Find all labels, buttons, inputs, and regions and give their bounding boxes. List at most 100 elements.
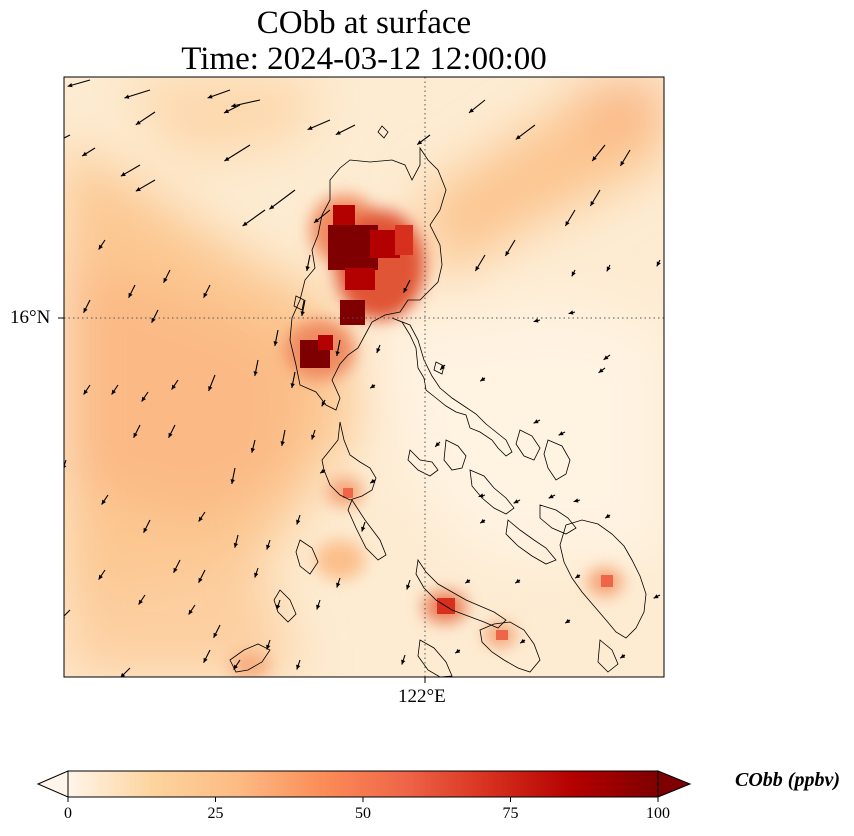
colorbar-extend-max xyxy=(657,770,692,798)
wind-arrow xyxy=(296,514,301,525)
wind-arrow xyxy=(319,468,326,474)
wind-arrow xyxy=(98,239,106,250)
wind-arrow xyxy=(203,284,211,299)
colorbar-tick-label: 50 xyxy=(355,805,371,822)
wind-arrow xyxy=(163,269,171,284)
wind-arrow xyxy=(233,534,239,548)
wind-arrow xyxy=(589,189,601,207)
wind-arrow xyxy=(242,209,266,227)
wind-arrow xyxy=(64,134,71,139)
wind-arrow xyxy=(533,419,541,424)
map-title-line1: CObb at surface xyxy=(256,5,472,41)
wind-arrow xyxy=(558,431,566,436)
wind-arrow xyxy=(276,599,281,610)
wind-arrow xyxy=(266,639,271,650)
wind-arrow xyxy=(124,89,151,99)
wind-arrow xyxy=(208,374,216,392)
wind-arrow xyxy=(83,384,91,395)
wind-arrow xyxy=(519,638,526,644)
wind-arrow xyxy=(171,379,179,390)
wind-arrow xyxy=(619,653,626,659)
wind-arrow xyxy=(564,209,576,227)
wind-arrow xyxy=(403,279,411,294)
wind-arrow xyxy=(188,604,196,615)
wind-arrow xyxy=(335,124,356,136)
wind-arrow xyxy=(533,318,541,323)
wind-arrow xyxy=(568,310,576,315)
colorbar-tick-label: 100 xyxy=(646,805,670,822)
wind-arrow xyxy=(434,441,441,448)
wind-arrow xyxy=(474,254,486,272)
wind-arrow xyxy=(253,359,259,377)
colorbar-ticks xyxy=(67,797,659,802)
wind-arrow xyxy=(316,599,321,610)
longitude-tick-label: 122°E xyxy=(398,686,446,707)
wind-arrow xyxy=(168,424,176,439)
wind-arrow xyxy=(504,239,516,257)
wind-arrow xyxy=(604,513,611,519)
wind-arrow xyxy=(138,594,146,605)
wind-arrow xyxy=(280,429,286,447)
wind-arrow xyxy=(513,499,521,504)
wind-arrow xyxy=(564,618,571,624)
wind-arrow xyxy=(656,259,661,267)
wind-arrow xyxy=(213,624,221,639)
wind-arrow xyxy=(571,269,576,277)
wind-arrow xyxy=(207,89,231,99)
wind-arrow xyxy=(479,376,486,382)
concentration-field xyxy=(64,77,664,677)
wind-arrow xyxy=(135,179,156,192)
wind-arrow xyxy=(250,439,256,453)
wind-arrow xyxy=(296,659,301,670)
wind-arrow xyxy=(224,144,251,162)
wind-arrow xyxy=(198,569,206,584)
colorbar-extend-min xyxy=(36,770,69,798)
wind-arrow xyxy=(120,164,141,177)
map-frame xyxy=(63,76,665,678)
wind-arrow xyxy=(515,124,536,140)
wind-arrow xyxy=(479,518,486,524)
wind-arrow xyxy=(67,79,91,88)
wind-arrow xyxy=(151,309,159,324)
wind-arrow xyxy=(619,149,631,167)
wind-arrow xyxy=(416,134,431,146)
wind-arrow xyxy=(230,467,236,485)
wind-arrow xyxy=(128,284,136,299)
wind-arrow xyxy=(548,494,556,499)
wind-arrow xyxy=(313,209,331,224)
wind-arrow xyxy=(101,494,109,505)
wind-arrow xyxy=(574,573,581,579)
wind-arrow xyxy=(266,539,271,550)
wind-arrow xyxy=(135,111,156,126)
wind-arrow xyxy=(173,559,181,574)
map-panel xyxy=(58,76,665,683)
wind-arrow xyxy=(376,344,381,354)
wind-arrow xyxy=(307,119,331,131)
wind-arrow xyxy=(573,498,581,503)
wind-arrow xyxy=(468,99,486,114)
wind-arrow xyxy=(231,99,261,108)
wind-arrow xyxy=(464,578,471,584)
latitude-tick-label: 16°N xyxy=(10,307,51,328)
wind-arrow xyxy=(141,391,149,402)
concentration-peaks xyxy=(300,205,613,640)
wind-arrow xyxy=(269,189,296,210)
wind-arrow xyxy=(369,383,376,389)
wind-arrow xyxy=(653,594,661,599)
colorbar-tick-label: 0 xyxy=(64,805,72,822)
wind-arrow xyxy=(305,254,311,272)
wind-arrow xyxy=(290,371,296,389)
colorbar-tick-label: 75 xyxy=(502,805,519,822)
wind-arrow xyxy=(361,521,366,532)
wind-arrow xyxy=(439,364,446,371)
wind-arrow xyxy=(143,519,151,534)
wind-arrow xyxy=(81,147,96,157)
wind-arrow xyxy=(514,578,521,584)
coastlines xyxy=(229,125,647,677)
wind-arrow xyxy=(336,577,341,588)
wind-arrow xyxy=(454,648,461,654)
wind-arrow xyxy=(133,424,141,439)
wind-arrow xyxy=(111,384,119,395)
wind-arrow xyxy=(233,659,241,670)
wind-arrow xyxy=(321,399,326,407)
